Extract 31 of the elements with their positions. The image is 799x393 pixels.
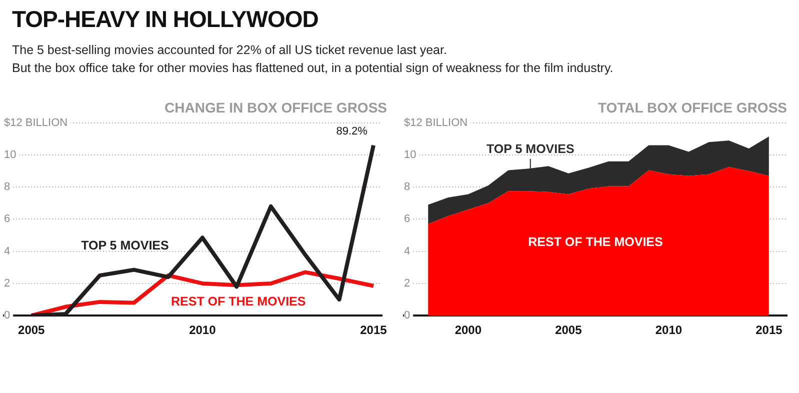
y-tick-label: 2 <box>4 278 10 290</box>
annotation: 89.2% <box>336 125 368 138</box>
y-tick-label: 10 <box>404 148 416 161</box>
y-tick-label: $12 BILLION <box>4 116 68 129</box>
y-tick-label: $12 BILLION <box>404 116 468 129</box>
x-tick-label: 2005 <box>18 323 46 338</box>
x-tick-label: 2015 <box>360 323 388 338</box>
text: TOP-HEAVY IN HOLLYWOOD <box>12 6 320 33</box>
x-tick-label: 2010 <box>655 323 682 338</box>
x-tick-label: 2010 <box>189 323 216 338</box>
x-tick-label: 2005 <box>555 323 582 338</box>
y-tick-label: 4 <box>404 245 410 258</box>
y-tick-label: 0 <box>404 310 410 322</box>
y-tick-label: 6 <box>4 213 10 226</box>
series-label: REST OF THE MOVIES <box>528 234 663 249</box>
y-tick-label: 0 <box>4 310 10 322</box>
series-label: TOP 5 MOVIES <box>486 142 574 156</box>
chart-title: CHANGE IN BOX OFFICE GROSS <box>164 99 387 116</box>
chart-title: TOTAL BOX OFFICE GROSS <box>598 99 787 116</box>
y-tick-label: 8 <box>4 181 10 194</box>
series-label: TOP 5 MOVIES <box>81 238 169 253</box>
y-tick-label: 4 <box>4 245 10 258</box>
series-label: REST OF THE MOVIES <box>171 294 306 309</box>
y-tick-label: 8 <box>404 181 410 194</box>
text: The 5 best-selling movies accounted for 22% of all US ticket revenue last year. <box>12 42 448 59</box>
x-tick-label: 2015 <box>756 323 783 338</box>
y-tick-label: 2 <box>404 278 410 290</box>
y-tick-label: 10 <box>4 148 16 161</box>
x-tick-label: 2000 <box>454 323 482 338</box>
y-tick-label: 6 <box>404 213 410 226</box>
text: But the box office take for other movies has flattened out, in a potential sign of weakness for the film industry. <box>12 60 614 77</box>
